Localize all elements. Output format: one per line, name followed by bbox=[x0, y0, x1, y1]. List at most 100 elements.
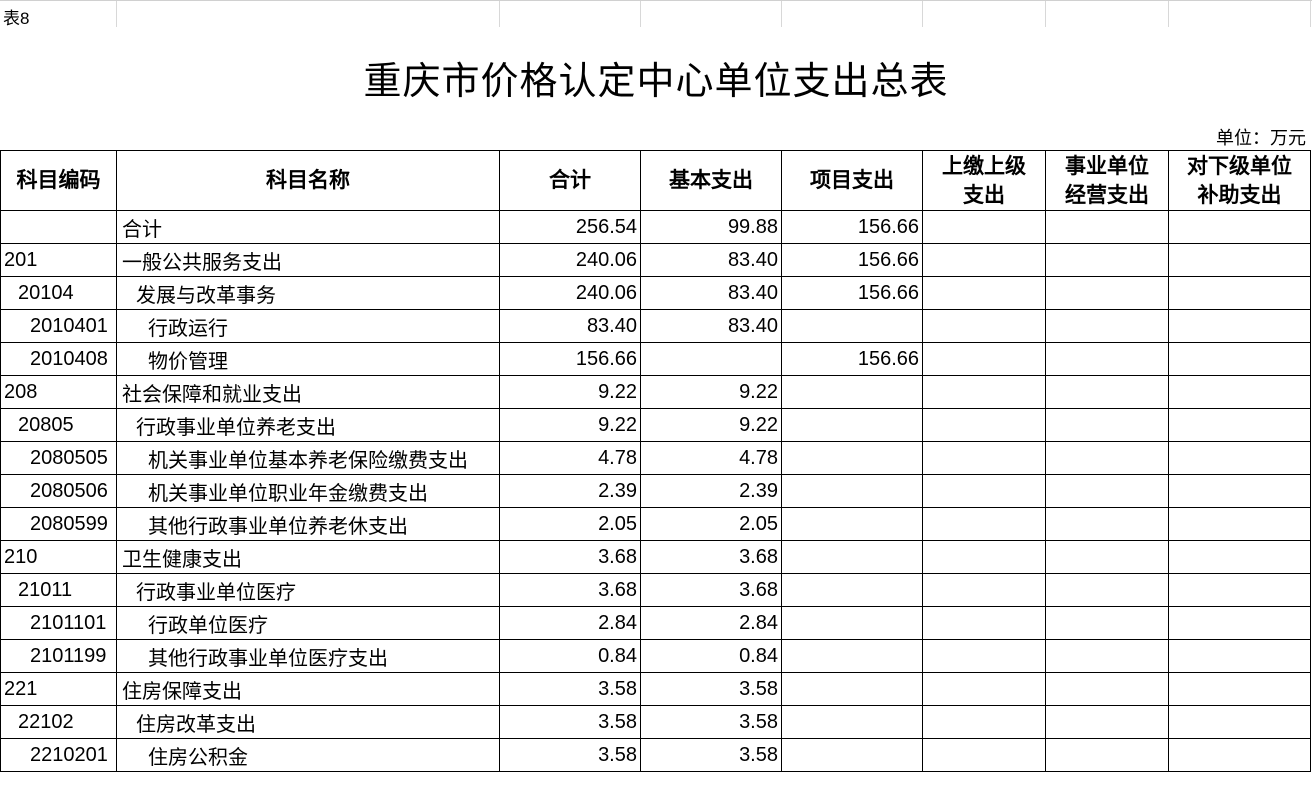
cell-basic[interactable]: 0.84 bbox=[640, 639, 782, 673]
cell-code[interactable]: 20104 bbox=[0, 276, 117, 310]
cell-code[interactable]: 2080506 bbox=[0, 474, 117, 508]
cell-name[interactable]: 物价管理 bbox=[116, 342, 500, 376]
cell-subsidy[interactable] bbox=[1168, 606, 1311, 640]
cell-total[interactable]: 3.58 bbox=[499, 672, 641, 706]
cell-remit-upper[interactable] bbox=[922, 540, 1046, 574]
cell-total[interactable]: 9.22 bbox=[499, 408, 641, 442]
cell-business[interactable] bbox=[1045, 441, 1169, 475]
cell-name[interactable]: 卫生健康支出 bbox=[116, 540, 500, 574]
cell-basic[interactable]: 83.40 bbox=[640, 309, 782, 343]
cell-total[interactable]: 9.22 bbox=[499, 375, 641, 409]
cell-business[interactable] bbox=[1045, 573, 1169, 607]
cell-code[interactable] bbox=[0, 210, 117, 244]
cell-basic[interactable]: 3.68 bbox=[640, 540, 782, 574]
cell-code[interactable]: 2080599 bbox=[0, 507, 117, 541]
cell-basic[interactable]: 2.39 bbox=[640, 474, 782, 508]
cell-project[interactable] bbox=[781, 309, 923, 343]
cell-basic[interactable]: 3.58 bbox=[640, 672, 782, 706]
cell-project[interactable] bbox=[781, 573, 923, 607]
cell-name[interactable]: 行政事业单位养老支出 bbox=[116, 408, 500, 442]
cell-subsidy[interactable] bbox=[1168, 375, 1311, 409]
cell-code[interactable]: 210 bbox=[0, 540, 117, 574]
cell-business[interactable] bbox=[1045, 309, 1169, 343]
cell-project[interactable] bbox=[781, 375, 923, 409]
cell-remit-upper[interactable] bbox=[922, 738, 1046, 772]
cell-project[interactable] bbox=[781, 474, 923, 508]
cell-basic[interactable]: 2.84 bbox=[640, 606, 782, 640]
cell-subsidy[interactable] bbox=[1168, 672, 1311, 706]
cell-remit-upper[interactable] bbox=[922, 210, 1046, 244]
cell-business[interactable] bbox=[1045, 342, 1169, 376]
cell-name[interactable]: 社会保障和就业支出 bbox=[116, 375, 500, 409]
cell-business[interactable] bbox=[1045, 540, 1169, 574]
cell-project[interactable]: 156.66 bbox=[781, 210, 923, 244]
cell-remit-upper[interactable] bbox=[922, 243, 1046, 277]
cell-code[interactable]: 2010408 bbox=[0, 342, 117, 376]
cell-code[interactable]: 2210201 bbox=[0, 738, 117, 772]
cell-project[interactable] bbox=[781, 738, 923, 772]
cell-basic[interactable]: 99.88 bbox=[640, 210, 782, 244]
cell-remit-upper[interactable] bbox=[922, 507, 1046, 541]
cell-name[interactable]: 行政运行 bbox=[116, 309, 500, 343]
cell-code[interactable]: 201 bbox=[0, 243, 117, 277]
cell-basic[interactable]: 3.68 bbox=[640, 573, 782, 607]
cell-remit-upper[interactable] bbox=[922, 672, 1046, 706]
cell-business[interactable] bbox=[1045, 738, 1169, 772]
cell-code[interactable]: 20805 bbox=[0, 408, 117, 442]
cell-subsidy[interactable] bbox=[1168, 210, 1311, 244]
cell-code[interactable]: 2101101 bbox=[0, 606, 117, 640]
cell-name[interactable]: 合计 bbox=[116, 210, 500, 244]
cell-name[interactable]: 一般公共服务支出 bbox=[116, 243, 500, 277]
cell-subsidy[interactable] bbox=[1168, 639, 1311, 673]
cell-project[interactable]: 156.66 bbox=[781, 276, 923, 310]
cell-basic[interactable]: 3.58 bbox=[640, 705, 782, 739]
cell-remit-upper[interactable] bbox=[922, 276, 1046, 310]
cell-total[interactable]: 256.54 bbox=[499, 210, 641, 244]
cell-total[interactable]: 156.66 bbox=[499, 342, 641, 376]
cell-subsidy[interactable] bbox=[1168, 573, 1311, 607]
cell-basic[interactable]: 83.40 bbox=[640, 276, 782, 310]
cell-code[interactable]: 221 bbox=[0, 672, 117, 706]
cell-business[interactable] bbox=[1045, 210, 1169, 244]
cell-subsidy[interactable] bbox=[1168, 540, 1311, 574]
cell-subsidy[interactable] bbox=[1168, 309, 1311, 343]
cell-remit-upper[interactable] bbox=[922, 408, 1046, 442]
cell-remit-upper[interactable] bbox=[922, 309, 1046, 343]
cell-total[interactable]: 3.68 bbox=[499, 573, 641, 607]
cell-basic[interactable]: 9.22 bbox=[640, 408, 782, 442]
cell-business[interactable] bbox=[1045, 474, 1169, 508]
cell-total[interactable]: 3.68 bbox=[499, 540, 641, 574]
cell-basic[interactable]: 83.40 bbox=[640, 243, 782, 277]
cell-project[interactable] bbox=[781, 639, 923, 673]
cell-project[interactable] bbox=[781, 705, 923, 739]
cell-project[interactable]: 156.66 bbox=[781, 342, 923, 376]
cell-name[interactable]: 机关事业单位职业年金缴费支出 bbox=[116, 474, 500, 508]
cell-subsidy[interactable] bbox=[1168, 507, 1311, 541]
cell-project[interactable] bbox=[781, 540, 923, 574]
cell-remit-upper[interactable] bbox=[922, 606, 1046, 640]
cell-name[interactable]: 其他行政事业单位养老休支出 bbox=[116, 507, 500, 541]
cell-name[interactable]: 住房保障支出 bbox=[116, 672, 500, 706]
cell-basic[interactable] bbox=[640, 342, 782, 376]
cell-subsidy[interactable] bbox=[1168, 474, 1311, 508]
cell-code[interactable]: 2080505 bbox=[0, 441, 117, 475]
cell-code[interactable]: 21011 bbox=[0, 573, 117, 607]
cell-project[interactable] bbox=[781, 507, 923, 541]
cell-name[interactable]: 住房公积金 bbox=[116, 738, 500, 772]
cell-total[interactable]: 240.06 bbox=[499, 243, 641, 277]
cell-business[interactable] bbox=[1045, 639, 1169, 673]
cell-business[interactable] bbox=[1045, 408, 1169, 442]
cell-remit-upper[interactable] bbox=[922, 474, 1046, 508]
cell-project[interactable]: 156.66 bbox=[781, 243, 923, 277]
cell-code[interactable]: 2101199 bbox=[0, 639, 117, 673]
cell-project[interactable] bbox=[781, 672, 923, 706]
cell-subsidy[interactable] bbox=[1168, 441, 1311, 475]
cell-basic[interactable]: 2.05 bbox=[640, 507, 782, 541]
cell-remit-upper[interactable] bbox=[922, 639, 1046, 673]
cell-subsidy[interactable] bbox=[1168, 738, 1311, 772]
cell-business[interactable] bbox=[1045, 606, 1169, 640]
cell-project[interactable] bbox=[781, 441, 923, 475]
cell-total[interactable]: 2.05 bbox=[499, 507, 641, 541]
cell-remit-upper[interactable] bbox=[922, 342, 1046, 376]
cell-name[interactable]: 发展与改革事务 bbox=[116, 276, 500, 310]
